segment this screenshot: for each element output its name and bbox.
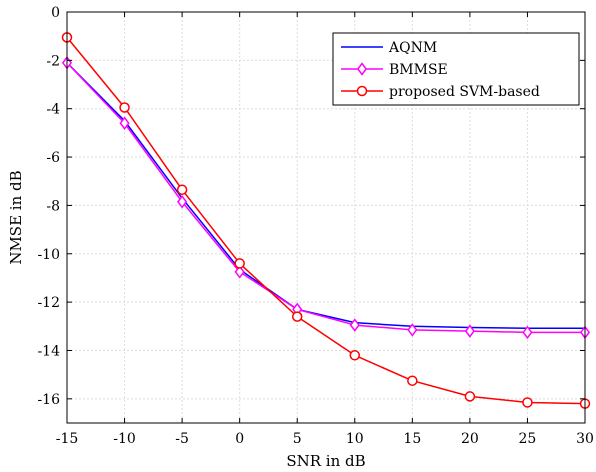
data-point-proposed-svm-based	[176, 184, 188, 195]
legend-item-aqnm: AQNM	[341, 40, 437, 56]
x-axis-label: SNR in dB	[286, 452, 365, 470]
y-axis-ticks: 0 -2 -4 -6 -8 -10 -12 -14 -16	[37, 5, 585, 408]
series-aqnm	[66, 62, 585, 329]
y-axis-label: NMSE in dB	[7, 170, 25, 264]
series-line-aqnm	[66, 62, 585, 329]
y-tick-label: -10	[37, 247, 60, 263]
x-axis-ticks: -15 -10 -5 0 5 10 15 20 25 30	[56, 12, 594, 447]
data-point-bmmse	[407, 323, 418, 337]
data-point-bmmse	[522, 325, 533, 340]
x-tick-label: 15	[403, 431, 421, 447]
y-tick-label: -16	[37, 392, 60, 408]
data-point-proposed-svm-based	[119, 102, 130, 113]
y-tick-label: -8	[46, 198, 60, 214]
x-tick-label: 0	[235, 431, 244, 447]
data-point-proposed-svm-based	[464, 391, 476, 402]
data-point-bmmse	[464, 324, 475, 338]
y-tick-label: -6	[46, 150, 60, 166]
data-point-bmmse	[349, 318, 360, 332]
plot-frame	[66, 11, 586, 424]
x-tick-label: 25	[519, 431, 537, 447]
legend-label: BMMSE	[389, 62, 448, 78]
data-point-bmmse	[177, 195, 188, 209]
x-tick-label: -15	[56, 431, 79, 447]
data-point-proposed-svm-based	[407, 375, 418, 386]
series-line-bmmse	[66, 62, 585, 334]
data-point-bmmse	[119, 116, 130, 130]
x-tick-label: 20	[461, 431, 479, 447]
y-tick-label: -14	[37, 343, 60, 359]
legend-item-proposed-svm-based: proposed SVM-based	[341, 84, 540, 100]
legend-label: AQNM	[388, 40, 437, 56]
data-point-bmmse	[234, 265, 245, 279]
y-tick-label: 0	[51, 5, 60, 21]
y-tick-label: -2	[46, 53, 60, 69]
data-point-proposed-svm-based	[349, 350, 361, 361]
x-tick-label: -5	[175, 431, 189, 447]
legend-label: proposed SVM-based	[389, 84, 540, 100]
data-point-proposed-svm-based	[291, 311, 303, 322]
legend-swatch-marker	[356, 85, 368, 97]
y-tick-label: -4	[46, 102, 60, 118]
series-line-proposed-svm-based	[66, 36, 586, 405]
x-tick-label: 10	[346, 431, 364, 447]
x-tick-label: -10	[113, 431, 136, 447]
x-tick-label: 30	[576, 431, 594, 447]
y-tick-label: -12	[37, 295, 60, 311]
legend-item-bmmse: BMMSE	[341, 62, 448, 78]
legend: AQNM BMMSE proposed SVM-based	[332, 32, 580, 106]
data-point-proposed-svm-based	[234, 258, 245, 269]
x-tick-label: 5	[293, 431, 302, 447]
data-point-proposed-svm-based	[522, 397, 533, 408]
legend-swatch-marker	[356, 62, 368, 76]
